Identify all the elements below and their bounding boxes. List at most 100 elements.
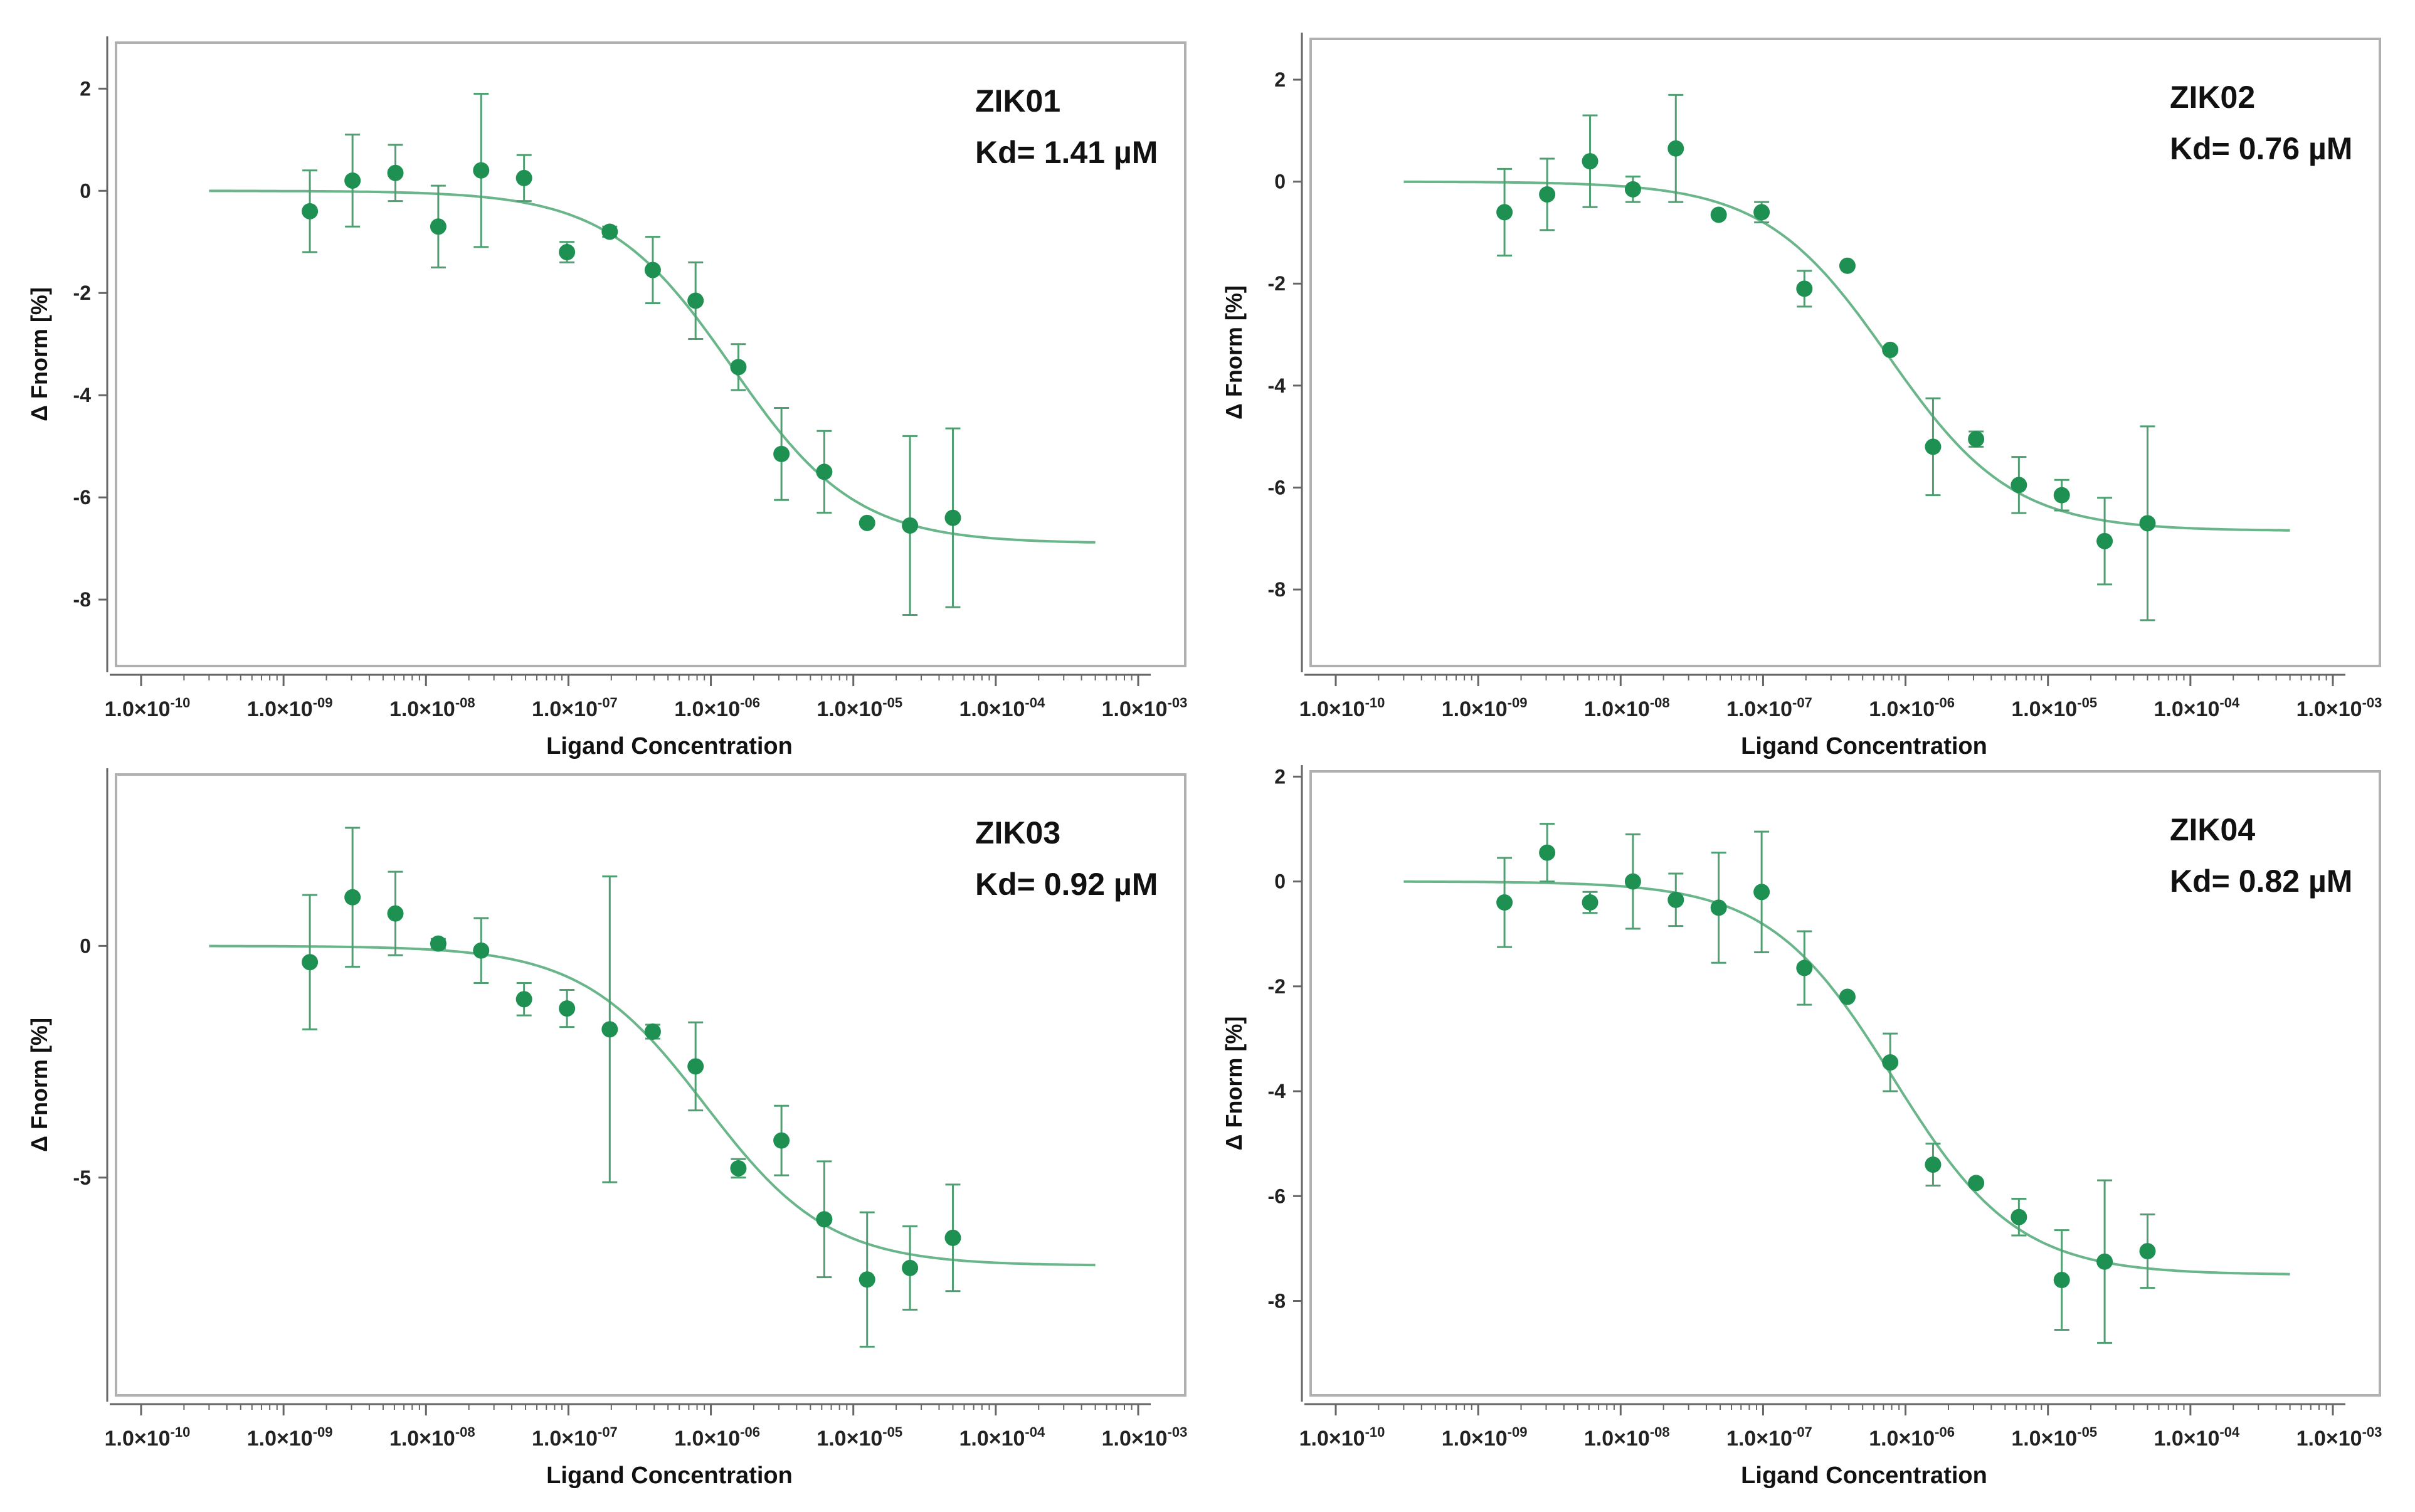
x-tick-label: 1.0×10-08 <box>389 695 475 721</box>
y-tick-label: -4 <box>73 384 92 406</box>
x-tick-label: 1.0×10-06 <box>1869 695 1955 721</box>
data-point <box>1796 280 1813 297</box>
kd-label: Kd= 0.76 µM <box>2170 131 2352 166</box>
x-tick-exponent: -07 <box>598 1424 618 1440</box>
data-point <box>816 1211 833 1228</box>
x-tick-exponent: -04 <box>2219 1424 2240 1440</box>
y-tick-label: -2 <box>1268 272 1286 295</box>
kd-label: Kd= 0.82 µM <box>2170 864 2352 899</box>
x-axis-title: Ligand Concentration <box>1741 733 1987 759</box>
x-tick-exponent: -05 <box>882 695 902 711</box>
x-tick-exponent: -06 <box>1935 1424 1955 1440</box>
x-tick-label: 1.0×10-09 <box>1442 1424 1528 1451</box>
x-tick-exponent: -04 <box>1025 1424 1045 1440</box>
data-point <box>859 514 875 531</box>
data-point <box>473 162 490 179</box>
data-point <box>2096 1253 2113 1270</box>
kd-label: Kd= 1.41 µM <box>975 135 1158 170</box>
x-tick-exponent: -07 <box>598 695 618 711</box>
data-point <box>1496 204 1513 221</box>
x-tick-label: 1.0×10-04 <box>959 1424 1045 1451</box>
x-tick-exponent: -06 <box>1935 695 1955 711</box>
x-tick-exponent: -08 <box>455 1424 475 1440</box>
data-point <box>1796 960 1813 976</box>
x-tick-label: 1.0×10-03 <box>1102 695 1188 721</box>
y-axis-title: Δ Fnorm [%] <box>1221 285 1247 420</box>
y-tick-label: -6 <box>73 486 91 509</box>
data-point <box>2053 487 2070 504</box>
data-point <box>1882 1054 1899 1071</box>
y-tick-label: 2 <box>80 77 91 100</box>
y-tick-label: 0 <box>80 179 91 202</box>
data-point <box>1539 186 1556 203</box>
x-tick-exponent: -03 <box>2362 1424 2382 1440</box>
x-tick-label: 1.0×10-03 <box>1102 1424 1188 1451</box>
data-point <box>816 463 833 480</box>
x-tick-label: 1.0×10-05 <box>816 1424 902 1451</box>
fit-curve <box>1403 880 2290 1276</box>
data-point <box>687 292 704 309</box>
x-tick-exponent: -04 <box>2219 695 2240 711</box>
y-tick-label: 0 <box>80 934 91 957</box>
chart-panel-zik04: 1.0×10-10 1.0×10-09 1.0×10-08 1.0×10-07 1.0×… <box>1221 765 2382 1489</box>
x-tick-exponent: -06 <box>740 1424 760 1440</box>
x-tick-exponent: -07 <box>1792 695 1812 711</box>
x-tick-label: 1.0×10-06 <box>1869 1424 1955 1451</box>
x-tick-exponent: -09 <box>1508 1424 1528 1440</box>
x-tick-exponent: -09 <box>1508 695 1528 711</box>
plot-frame <box>1309 770 2381 1397</box>
data-point <box>601 223 618 240</box>
data-point <box>644 262 661 278</box>
data-point <box>302 203 319 219</box>
x-axis-title: Ligand Concentration <box>546 1462 793 1489</box>
data-point <box>559 244 576 261</box>
x-tick-label: 1.0×10-10 <box>1299 695 1385 721</box>
data-point <box>1839 988 1856 1005</box>
data-point <box>2053 1272 2070 1289</box>
x-axis-title: Ligand Concentration <box>1741 1462 1987 1489</box>
x-tick-exponent: -04 <box>1025 695 1045 711</box>
plot-frame <box>115 773 1186 1397</box>
data-point <box>1710 899 1727 916</box>
x-tick-label: 1.0×10-08 <box>389 1424 475 1451</box>
x-tick-label: 1.0×10-04 <box>2153 695 2240 721</box>
data-point <box>2011 1208 2027 1225</box>
data-point <box>1925 1156 1942 1173</box>
x-tick-label: 1.0×10-08 <box>1584 1424 1670 1451</box>
data-point <box>473 942 490 959</box>
data-point <box>687 1058 704 1075</box>
x-tick-label: 1.0×10-04 <box>2153 1424 2240 1451</box>
x-tick-exponent: -10 <box>1365 695 1385 711</box>
data-point <box>387 905 404 922</box>
y-tick-label: 0 <box>1274 171 1286 193</box>
x-tick-label: 1.0×10-09 <box>1442 695 1528 721</box>
data-point <box>644 1023 661 1040</box>
x-tick-exponent: -08 <box>1650 695 1670 711</box>
plot-frame <box>1309 38 2381 667</box>
y-tick-label: -4 <box>1268 1080 1286 1102</box>
data-point <box>1925 438 1942 455</box>
data-point <box>859 1271 875 1288</box>
sample-label: ZIK02 <box>2170 80 2255 115</box>
chart-panel-zik03: 1.0×10-10 1.0×10-09 1.0×10-08 1.0×10-07 1.0×… <box>26 768 1187 1489</box>
x-tick-exponent: -05 <box>2077 695 2097 711</box>
data-point <box>944 1229 961 1246</box>
y-tick-label: -2 <box>1268 975 1286 998</box>
x-tick-exponent: -10 <box>171 695 191 711</box>
y-tick-label: 2 <box>1274 68 1286 91</box>
x-tick-exponent: -08 <box>1650 1424 1670 1440</box>
data-point <box>1968 431 1985 448</box>
x-tick-exponent: -08 <box>455 695 475 711</box>
data-point <box>515 169 532 186</box>
y-tick-label: 0 <box>1274 870 1286 893</box>
data-point <box>1753 884 1770 901</box>
data-point <box>2139 515 2156 532</box>
x-tick-exponent: -09 <box>313 1424 333 1440</box>
y-tick-label: -8 <box>1268 1289 1286 1312</box>
x-tick-exponent: -09 <box>313 695 333 711</box>
data-point <box>1624 181 1641 198</box>
data-point <box>1582 894 1599 911</box>
x-tick-exponent: -10 <box>1365 1424 1385 1440</box>
x-tick-label: 1.0×10-07 <box>532 695 618 721</box>
data-point <box>1624 873 1641 890</box>
